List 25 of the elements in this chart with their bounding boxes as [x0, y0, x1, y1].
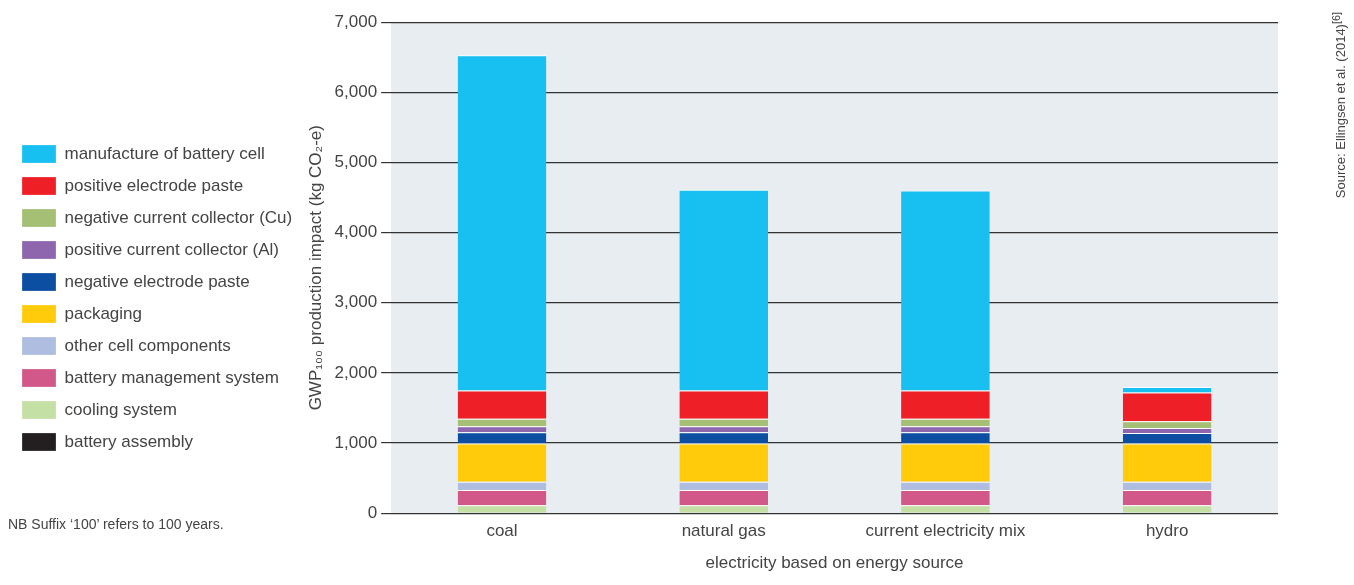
legend-label: cooling system	[64, 399, 177, 419]
y-axis-title: GWP₁₀₀ production impact (kg CO₂-e)	[306, 125, 326, 411]
legend-label: positive electrode paste	[64, 175, 244, 195]
x-tick-label: hydro	[1145, 521, 1189, 541]
x-axis-title: electricity based on energy source	[705, 553, 964, 573]
legend-label: negative electrode paste	[64, 271, 250, 291]
legend-label: battery assembly	[64, 431, 194, 451]
legend-label: packaging	[64, 303, 143, 323]
legend-label: manufacture of battery cell	[64, 143, 265, 163]
legend-label: positive current collector (Al)	[64, 239, 279, 259]
y-tick-label: 6,000	[334, 82, 378, 102]
y-tick-label: 5,000	[334, 152, 378, 172]
legend-label: other cell components	[64, 335, 231, 355]
y-tick-label: 2,000	[334, 362, 378, 382]
y-tick-label: 7,000	[334, 11, 378, 31]
text: NB Suffix ‘100’ refers to 100 years.	[8, 516, 224, 532]
y-tick-label: 4,000	[334, 222, 378, 242]
legend-label: negative current collector (Cu)	[64, 207, 293, 227]
x-tick-label: natural gas	[681, 521, 766, 541]
y-tick-label: 1,000	[334, 432, 378, 452]
legend-label: battery management system	[64, 367, 279, 387]
y-tick-label: 0	[367, 502, 378, 522]
x-tick-label: coal	[486, 521, 518, 541]
x-tick-label: current electricity mix	[865, 521, 1026, 541]
y-tick-label: 3,000	[334, 292, 378, 312]
